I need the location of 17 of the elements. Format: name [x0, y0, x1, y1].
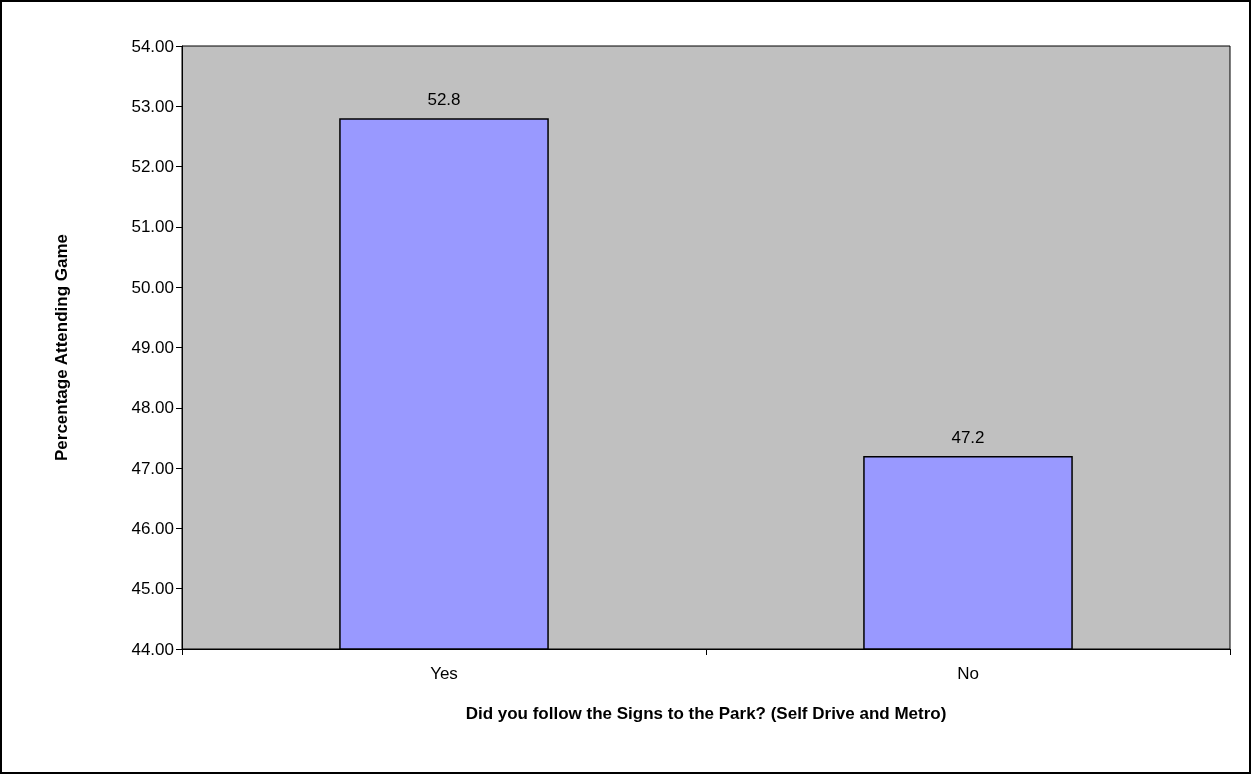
data-label: 52.8	[427, 90, 461, 110]
y-tick-label: 51.00	[131, 217, 174, 237]
x-tick-label: No	[957, 664, 979, 683]
y-tick-label: 53.00	[131, 96, 174, 116]
y-tick-label: 45.00	[131, 579, 174, 599]
y-tick-label: 46.00	[131, 518, 174, 538]
y-axis-title: Percentage Attending Game	[52, 233, 71, 462]
y-tick-label: 54.00	[131, 36, 174, 56]
y-tick-label: 49.00	[131, 338, 174, 357]
x-tick-label: Yes	[430, 664, 458, 683]
data-label: 47.2	[951, 428, 985, 448]
y-tick-label: 44.00	[131, 639, 174, 659]
y-tick-label: 50.00	[131, 277, 174, 297]
y-tick-label: 52.00	[131, 157, 174, 177]
x-axis-title: Did you follow the Signs to the Park? (Self Drive and Metro)	[465, 704, 947, 723]
y-tick-label: 47.00	[131, 458, 174, 478]
y-tick-label: 48.00	[131, 398, 174, 418]
